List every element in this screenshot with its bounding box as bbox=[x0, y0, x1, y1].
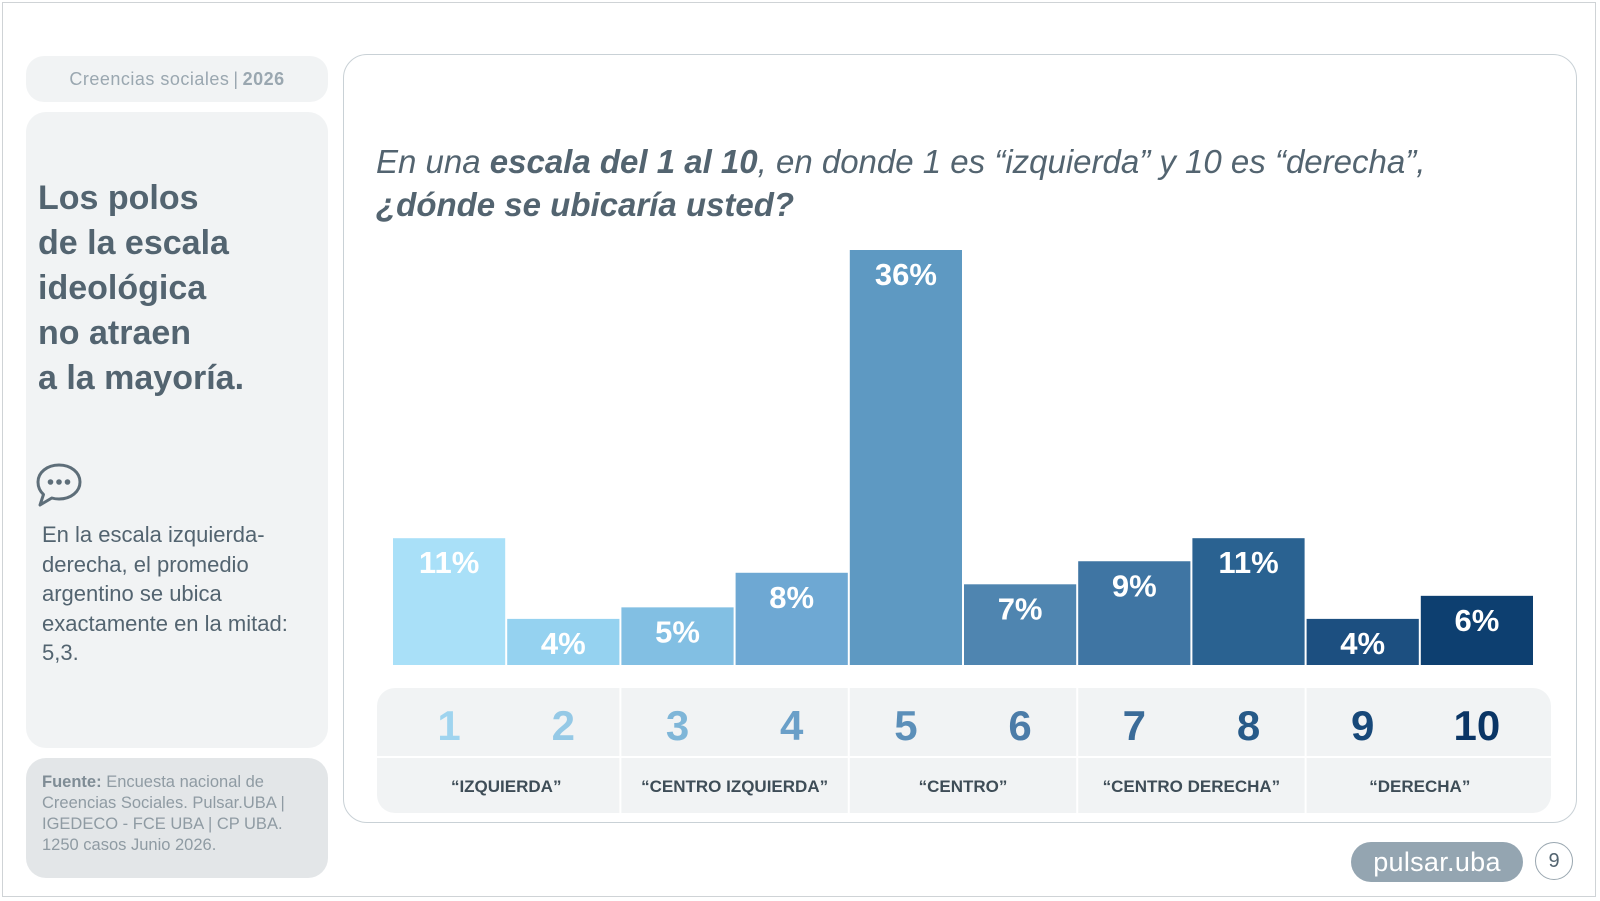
bar-3 bbox=[621, 607, 734, 665]
bar-value-label: 5% bbox=[655, 614, 700, 649]
scale-number-label: 2 bbox=[552, 702, 575, 749]
bar-10 bbox=[1420, 595, 1533, 665]
question-part-2: escala del 1 al 10 bbox=[489, 143, 758, 180]
bar-value-label: 6% bbox=[1454, 603, 1499, 638]
source-note: Fuente: Encuesta nacional de Creencias S… bbox=[42, 772, 314, 856]
sidebar-panel bbox=[26, 112, 328, 748]
bar-2 bbox=[507, 618, 620, 665]
page-number: 9 bbox=[1535, 842, 1573, 880]
scale-number-label: 6 bbox=[1008, 702, 1031, 749]
bar-4 bbox=[735, 572, 848, 665]
source-box bbox=[26, 758, 328, 878]
source-text: Encuesta nacional de Creencias Sociales.… bbox=[42, 773, 285, 854]
bar-9 bbox=[1306, 618, 1419, 665]
bar-value-label: 11% bbox=[419, 545, 479, 580]
bar-5 bbox=[849, 250, 962, 665]
group-label: “CENTRO” bbox=[919, 777, 1008, 796]
scale-number-label: 1 bbox=[437, 702, 460, 749]
sidebar-summary: En la escala izquierda-derecha, el prome… bbox=[42, 522, 288, 665]
bar-value-label: 4% bbox=[1340, 626, 1385, 661]
group-label: “IZQUIERDA” bbox=[451, 777, 562, 796]
scale-number-label: 8 bbox=[1237, 702, 1260, 749]
chart-question: En una escala del 1 al 10, en donde 1 es… bbox=[376, 140, 1536, 226]
source-label: Fuente: bbox=[42, 773, 102, 791]
bar-value-label: 11% bbox=[1218, 545, 1278, 580]
sidebar-headline: Los polos de la escala ideológica no atr… bbox=[38, 179, 245, 397]
group-label: “DERECHA” bbox=[1369, 777, 1470, 796]
question-part-3: , en donde 1 es “izquierda” y 10 es “der… bbox=[757, 143, 1426, 180]
bar-1 bbox=[393, 538, 506, 665]
scale-strip bbox=[377, 688, 1551, 813]
bar-value-label: 8% bbox=[769, 580, 814, 615]
group-label: “CENTRO DERECHA” bbox=[1103, 777, 1281, 796]
group-label: “CENTRO IZQUIERDA” bbox=[641, 777, 828, 796]
pulsar-logo: pulsar.uba bbox=[1351, 842, 1523, 882]
scale-number-label: 7 bbox=[1123, 702, 1146, 749]
scale-number-label: 3 bbox=[666, 702, 689, 749]
section-title: Creencias sociales bbox=[69, 68, 230, 89]
section-separator: | bbox=[233, 68, 239, 89]
section-year: 2026 bbox=[242, 68, 285, 89]
bar-value-label: 9% bbox=[1112, 568, 1157, 603]
bar-value-label: 7% bbox=[998, 591, 1043, 626]
bar-value-label: 4% bbox=[541, 626, 586, 661]
scale-number-label: 9 bbox=[1351, 702, 1374, 749]
bar-value-label: 36% bbox=[875, 257, 937, 292]
scale-number-label: 4 bbox=[780, 702, 804, 749]
question-part-4: ¿dónde se ubicaría usted? bbox=[376, 186, 795, 223]
speech-bubble-icon bbox=[36, 463, 82, 507]
section-header: Creencias sociales | 2026 bbox=[26, 56, 328, 102]
scale-number-label: 5 bbox=[894, 702, 917, 749]
question-part-1: En una bbox=[376, 143, 490, 180]
scale-number-label: 10 bbox=[1454, 702, 1501, 749]
bar-7 bbox=[1078, 561, 1191, 665]
bar-8 bbox=[1192, 538, 1305, 665]
bar-6 bbox=[964, 584, 1077, 665]
